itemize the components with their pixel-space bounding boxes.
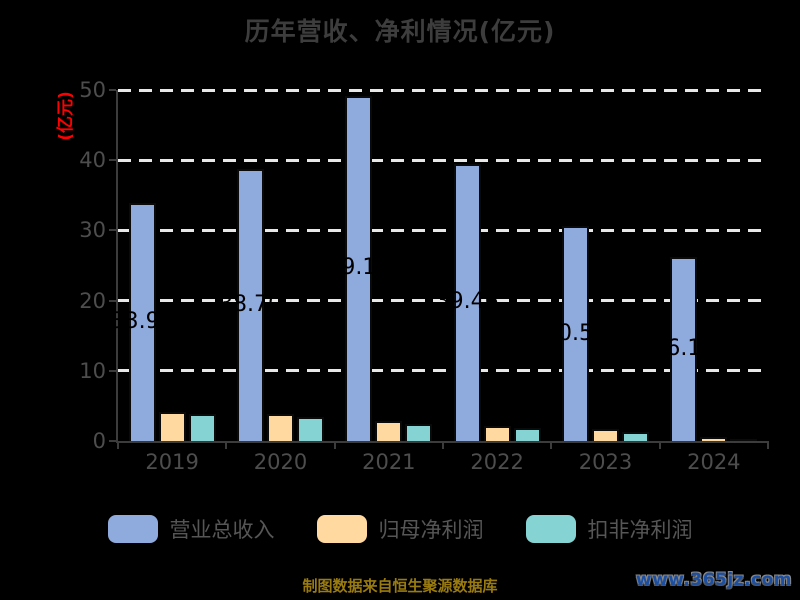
y-tick-mark — [109, 440, 116, 442]
legend-item-non-recurring-net-profit: 扣非净利润 — [525, 514, 693, 544]
bar-total-revenue-2024 — [670, 257, 698, 441]
gridline-40 — [118, 158, 768, 162]
y-tick-label: 50 — [79, 78, 106, 102]
y-axis-spine — [116, 90, 118, 443]
y-tick-mark — [109, 159, 116, 162]
legend-item-net-profit-attributable: 归母净利润 — [316, 514, 484, 544]
y-tick-mark — [109, 229, 116, 232]
watermark-url: www.365jz.com — [635, 570, 792, 590]
x-tick-mark — [550, 441, 553, 449]
bar-total-revenue-2019 — [128, 202, 156, 441]
x-tick-label-2020: 2020 — [253, 450, 308, 474]
y-tick-mark — [109, 369, 116, 372]
bar-total-revenue-2020 — [237, 169, 264, 441]
bar-net-profit-attributable-2022 — [483, 426, 511, 441]
x-tick-label-2022: 2022 — [470, 450, 524, 474]
legend-item-total-revenue: 营业总收入 — [107, 514, 275, 544]
legend-label-total-revenue: 营业总收入 — [169, 518, 275, 542]
legend-label-non-recurring-net-profit: 扣非净利润 — [587, 518, 693, 542]
y-tick-mark — [109, 89, 116, 91]
x-tick-label-2023: 2023 — [578, 450, 633, 474]
legend-swatch-non-recurring-net-profit — [525, 515, 576, 543]
x-tick-mark — [767, 441, 769, 449]
y-tick-mark — [109, 299, 116, 302]
y-tick-label: 0 — [92, 429, 106, 453]
gridline-30 — [118, 228, 768, 232]
x-tick-mark — [442, 441, 444, 449]
x-tick-mark — [225, 441, 228, 449]
gridline-20 — [118, 299, 768, 303]
x-tick-label-2024: 2024 — [687, 450, 741, 474]
x-tick-mark — [333, 441, 336, 449]
legend: 营业总收入 归母净利润 扣非净利润 — [0, 514, 800, 544]
x-tick-mark — [117, 441, 119, 449]
bar-non-recurring-net-profit-2023 — [622, 431, 649, 441]
bar-non-recurring-net-profit-2019 — [188, 413, 216, 441]
legend-label-net-profit-attributable: 归母净利润 — [378, 518, 484, 542]
bar-net-profit-attributable-2020 — [267, 414, 294, 441]
bar-net-profit-attributable-2021 — [375, 421, 403, 441]
x-tick-label-2019: 2019 — [145, 450, 199, 474]
data-source-note: 制图数据来自恒生聚源数据库 — [302, 577, 498, 595]
gridline-50 — [118, 88, 768, 92]
y-tick-label: 40 — [79, 148, 106, 173]
y-tick-label: 30 — [79, 218, 106, 243]
y-tick-label: 20 — [79, 288, 106, 313]
legend-swatch-net-profit-attributable — [316, 515, 367, 543]
bar-non-recurring-net-profit-2022 — [513, 428, 541, 441]
chart-title: 历年营收、净利情况(亿元) — [244, 17, 556, 46]
gridline-10 — [118, 369, 768, 373]
bar-net-profit-attributable-2019 — [158, 411, 186, 441]
bar-total-revenue-2023 — [562, 226, 589, 441]
bar-non-recurring-net-profit-2020 — [297, 417, 324, 441]
x-tick-mark — [658, 441, 661, 449]
bar-total-revenue-2022 — [453, 163, 481, 441]
bar-net-profit-attributable-2024 — [700, 437, 728, 441]
y-tick-label: 10 — [79, 358, 106, 383]
plot-area: 0 10 20 30 40 50 2019 33.93 2020 38.70 2021 49.17 20… — [79, 78, 769, 474]
bar-net-profit-attributable-2023 — [592, 429, 619, 441]
x-tick-label-2021: 2021 — [362, 450, 416, 474]
bar-non-recurring-net-profit-2021 — [405, 424, 433, 441]
bar-non-recurring-net-profit-2024 — [730, 438, 758, 441]
bar-total-revenue-2021 — [345, 95, 373, 441]
legend-swatch-total-revenue — [107, 515, 158, 543]
